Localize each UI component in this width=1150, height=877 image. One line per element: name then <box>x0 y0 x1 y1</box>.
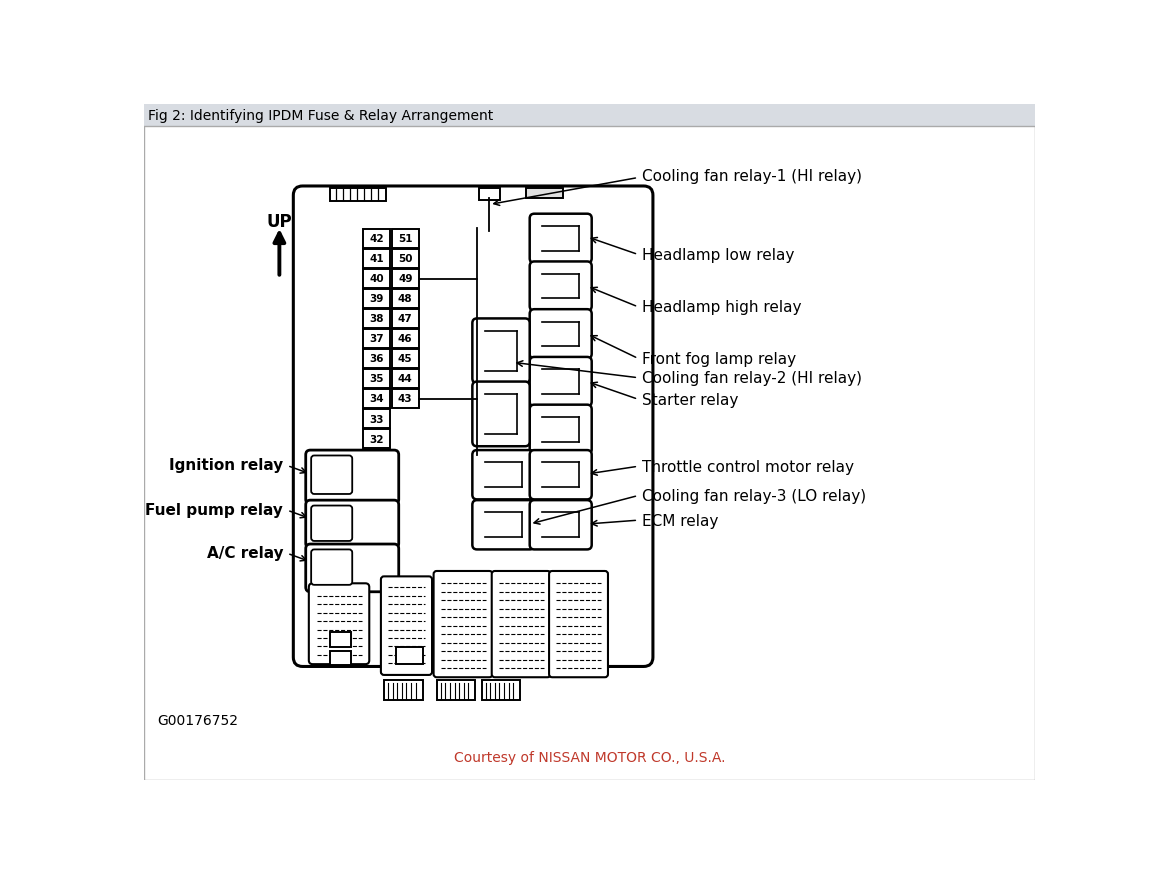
FancyBboxPatch shape <box>381 577 432 675</box>
Bar <box>144 105 1035 127</box>
Text: Fig 2: Identifying IPDM Fuse & Relay Arrangement: Fig 2: Identifying IPDM Fuse & Relay Arr… <box>148 109 493 123</box>
Text: G00176752: G00176752 <box>158 713 239 727</box>
FancyBboxPatch shape <box>434 571 492 677</box>
Text: 35: 35 <box>369 374 384 384</box>
Bar <box>478 189 500 201</box>
Bar <box>363 270 390 289</box>
Text: 51: 51 <box>398 234 413 244</box>
Bar <box>363 410 390 428</box>
Text: Starter relay: Starter relay <box>642 392 738 407</box>
Text: 46: 46 <box>398 334 413 344</box>
Bar <box>363 350 390 368</box>
Bar <box>363 310 390 328</box>
FancyBboxPatch shape <box>473 382 530 446</box>
Bar <box>392 350 419 368</box>
Bar <box>363 389 390 409</box>
FancyBboxPatch shape <box>473 451 535 500</box>
Text: Headlamp high relay: Headlamp high relay <box>642 300 802 315</box>
Text: 48: 48 <box>398 294 413 304</box>
Bar <box>392 389 419 409</box>
FancyBboxPatch shape <box>312 456 352 495</box>
FancyBboxPatch shape <box>530 310 592 359</box>
FancyBboxPatch shape <box>293 187 653 667</box>
Bar <box>363 330 390 348</box>
Bar <box>392 310 419 328</box>
FancyBboxPatch shape <box>492 571 551 677</box>
Text: 40: 40 <box>369 275 384 284</box>
Text: Cooling fan relay-3 (LO relay): Cooling fan relay-3 (LO relay) <box>642 488 866 503</box>
FancyBboxPatch shape <box>530 501 592 550</box>
FancyBboxPatch shape <box>530 215 592 264</box>
Text: Fuel pump relay: Fuel pump relay <box>145 503 283 517</box>
Bar <box>384 681 423 701</box>
Bar <box>396 647 423 665</box>
FancyBboxPatch shape <box>530 451 592 500</box>
Bar <box>392 270 419 289</box>
FancyBboxPatch shape <box>530 262 592 311</box>
Text: Front fog lamp relay: Front fog lamp relay <box>642 352 796 367</box>
Bar <box>330 189 385 203</box>
Bar <box>392 250 419 268</box>
Text: 47: 47 <box>398 314 413 324</box>
Bar <box>482 681 521 701</box>
FancyBboxPatch shape <box>473 319 530 383</box>
Text: 33: 33 <box>369 414 384 424</box>
Text: 44: 44 <box>398 374 413 384</box>
Bar <box>392 370 419 389</box>
Text: 39: 39 <box>369 294 384 304</box>
Text: Cooling fan relay-1 (HI relay): Cooling fan relay-1 (HI relay) <box>642 169 862 184</box>
Text: 37: 37 <box>369 334 384 344</box>
Bar <box>392 230 419 248</box>
Text: Courtesy of NISSAN MOTOR CO., U.S.A.: Courtesy of NISSAN MOTOR CO., U.S.A. <box>453 751 726 765</box>
Bar <box>392 330 419 348</box>
Bar <box>363 370 390 389</box>
Text: Ignition relay: Ignition relay <box>169 458 283 473</box>
Bar <box>330 632 352 647</box>
Bar <box>526 189 564 199</box>
Text: 32: 32 <box>369 434 384 444</box>
FancyBboxPatch shape <box>306 451 399 504</box>
Text: 41: 41 <box>369 254 384 264</box>
FancyBboxPatch shape <box>549 571 608 677</box>
Text: Throttle control motor relay: Throttle control motor relay <box>642 460 854 474</box>
FancyBboxPatch shape <box>530 405 592 454</box>
Text: Cooling fan relay-2 (HI relay): Cooling fan relay-2 (HI relay) <box>642 371 862 386</box>
FancyBboxPatch shape <box>306 545 399 592</box>
FancyBboxPatch shape <box>312 506 352 541</box>
Text: 49: 49 <box>398 275 413 284</box>
Bar <box>330 652 352 665</box>
Text: 43: 43 <box>398 394 413 404</box>
Text: 45: 45 <box>398 354 413 364</box>
Bar <box>363 289 390 309</box>
Text: 42: 42 <box>369 234 384 244</box>
FancyBboxPatch shape <box>306 501 399 548</box>
Bar <box>363 230 390 248</box>
Text: ECM relay: ECM relay <box>642 513 719 528</box>
Bar <box>363 430 390 448</box>
Text: UP: UP <box>267 212 292 231</box>
Text: 50: 50 <box>398 254 413 264</box>
Bar <box>437 681 475 701</box>
FancyBboxPatch shape <box>473 501 535 550</box>
FancyBboxPatch shape <box>309 583 369 665</box>
FancyBboxPatch shape <box>312 550 352 585</box>
Bar <box>392 289 419 309</box>
Text: 38: 38 <box>369 314 384 324</box>
Text: 34: 34 <box>369 394 384 404</box>
Text: A/C relay: A/C relay <box>207 545 283 560</box>
Bar <box>363 250 390 268</box>
FancyBboxPatch shape <box>530 358 592 407</box>
Text: 36: 36 <box>369 354 384 364</box>
Text: Headlamp low relay: Headlamp low relay <box>642 247 795 263</box>
